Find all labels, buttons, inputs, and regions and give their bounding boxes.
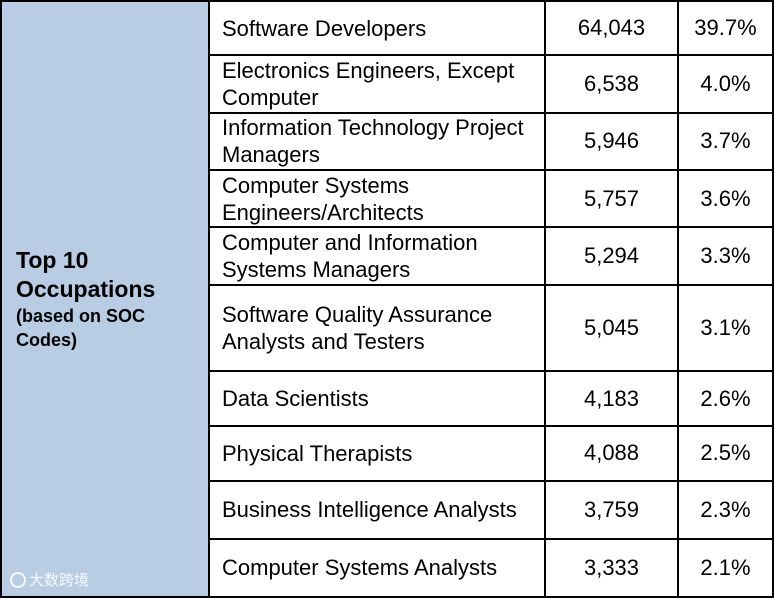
occupation-name: Computer and Information Systems Manager… xyxy=(208,226,546,286)
occupation-count: 64,043 xyxy=(544,0,679,57)
occupation-percent: 2.6% xyxy=(677,370,774,427)
table-row: Information Technology Project Managers … xyxy=(1,111,774,172)
side-subtitle-line: Codes) xyxy=(16,330,78,350)
occupation-percent: 2.1% xyxy=(677,537,774,598)
occupation-percent: 3.6% xyxy=(677,169,774,229)
occupation-percent: 2.5% xyxy=(677,424,774,483)
table-row: Software Quality Assurance Analysts and … xyxy=(1,283,774,373)
watermark-text: 大数跨境 xyxy=(29,572,90,589)
table-row: Electronics Engineers, Except Computer 6… xyxy=(1,54,774,114)
watermark-logo-icon xyxy=(10,571,26,588)
occupation-name: Information Technology Project Managers xyxy=(208,111,546,172)
occupation-count: 5,294 xyxy=(544,226,679,286)
table-row: Business Intelligence Analysts 3,759 2.3… xyxy=(1,480,774,540)
occupation-percent: 3.3% xyxy=(677,226,774,286)
occupation-count: 6,538 xyxy=(544,54,679,114)
side-title-line: Occupations xyxy=(16,276,156,302)
occupation-percent: 4.0% xyxy=(677,54,774,114)
table-row: Computer Systems Analysts 3,333 2.1% xyxy=(1,537,774,598)
side-title-line: Top 10 xyxy=(16,247,89,273)
occupation-count: 4,088 xyxy=(544,424,679,483)
occupation-percent: 3.7% xyxy=(677,111,774,172)
occupation-name: Electronics Engineers, Except Computer xyxy=(208,54,546,114)
side-subtitle-line: (based on SOC xyxy=(16,306,146,326)
occupation-name: Software Developers xyxy=(208,0,546,57)
occupation-count: 5,946 xyxy=(544,111,679,172)
occupation-percent: 3.1% xyxy=(677,283,774,373)
table-row: Data Scientists 4,183 2.6% xyxy=(1,370,774,427)
occupation-name: Software Quality Assurance Analysts and … xyxy=(208,283,546,373)
watermark: 大数跨境 xyxy=(10,569,89,590)
occupation-count: 4,183 xyxy=(544,370,679,427)
occupation-name: Computer Systems Engineers/Architects xyxy=(208,169,546,229)
occupation-name: Computer Systems Analysts xyxy=(208,537,546,598)
side-header-cell: Top 10 Occupations (based on SOC Codes) … xyxy=(0,0,210,598)
table-row: Computer and Information Systems Manager… xyxy=(1,226,774,286)
table-row: Physical Therapists 4,088 2.5% xyxy=(1,424,774,483)
occupation-percent: 2.3% xyxy=(677,480,774,540)
occupation-count: 5,757 xyxy=(544,169,679,229)
occupation-name: Data Scientists xyxy=(208,370,546,427)
occupation-count: 3,333 xyxy=(544,537,679,598)
occupation-name: Physical Therapists xyxy=(208,424,546,483)
occupation-percent: 39.7% xyxy=(677,0,774,57)
table-row: Computer Systems Engineers/Architects 5,… xyxy=(1,169,774,229)
occupation-count: 3,759 xyxy=(544,480,679,540)
occupation-name: Business Intelligence Analysts xyxy=(208,480,546,540)
occupation-count: 5,045 xyxy=(544,283,679,373)
